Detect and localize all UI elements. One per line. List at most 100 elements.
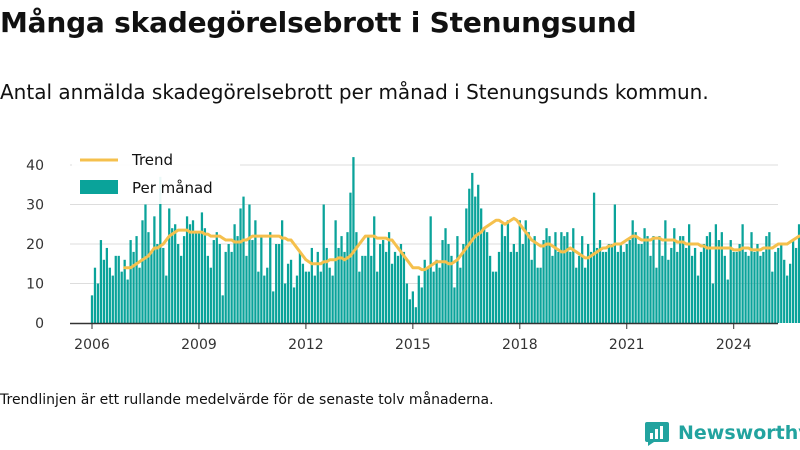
bar <box>762 251 765 323</box>
trend-line <box>123 216 800 272</box>
bar <box>673 228 676 323</box>
bar <box>794 247 798 323</box>
bar <box>117 255 120 323</box>
bar <box>491 271 495 323</box>
bar <box>206 255 209 323</box>
bar <box>655 267 658 323</box>
bar <box>200 212 204 323</box>
bar <box>759 255 762 323</box>
bar <box>640 244 643 323</box>
bar <box>248 204 251 323</box>
bar <box>509 251 513 323</box>
bar <box>735 251 738 323</box>
bar <box>331 275 334 323</box>
bar <box>289 259 293 323</box>
bar <box>138 267 141 323</box>
bar <box>396 255 400 323</box>
bar <box>480 208 483 323</box>
bar <box>595 247 599 323</box>
bar <box>361 255 364 323</box>
bar <box>438 267 441 323</box>
bar <box>616 251 619 323</box>
bar <box>768 232 771 323</box>
bar <box>102 259 106 323</box>
bar <box>450 255 453 323</box>
bar <box>179 255 183 323</box>
bar <box>536 267 539 323</box>
bar <box>108 267 111 323</box>
bar <box>578 255 581 323</box>
bar <box>569 251 572 323</box>
y-axis-ticks: 0 10 20 30 40 <box>26 158 44 332</box>
bar <box>423 259 426 323</box>
bar <box>477 184 480 323</box>
bar <box>679 236 682 323</box>
x-tick-label: 2009 <box>181 337 217 353</box>
chart: 0 10 20 30 40 2006 2009 2012 2015 2018 2021 2024 T… <box>26 148 800 353</box>
bar <box>539 267 542 323</box>
bar <box>364 255 367 323</box>
legend-background <box>72 148 240 204</box>
bar <box>658 236 661 323</box>
bar <box>465 208 468 323</box>
bar <box>292 287 296 323</box>
x-tick-label: 2021 <box>609 337 645 353</box>
bar <box>281 220 284 323</box>
bar <box>367 236 370 323</box>
bar <box>601 251 605 323</box>
bar <box>171 228 174 323</box>
bar <box>494 271 498 323</box>
bar <box>286 263 290 323</box>
legend-trend-label: Trend <box>131 151 173 169</box>
chart-title: Många skadegörelsebrott i Stenungsund <box>0 6 637 39</box>
y-tick-label: 10 <box>26 277 44 293</box>
bar <box>685 247 688 323</box>
bar <box>402 251 406 323</box>
bar <box>111 275 114 323</box>
bar <box>304 271 308 323</box>
bar <box>203 228 207 323</box>
bar <box>426 267 429 323</box>
x-tick-label: 2015 <box>395 337 431 353</box>
bar <box>560 232 563 323</box>
bar <box>488 255 492 323</box>
x-tick-label: 2024 <box>716 337 752 353</box>
bar <box>420 287 423 323</box>
bar <box>310 247 313 323</box>
bar <box>141 220 144 323</box>
bar <box>797 224 800 323</box>
bar <box>459 267 462 323</box>
bar <box>471 172 474 323</box>
bar <box>379 244 382 323</box>
bar <box>328 267 331 323</box>
bar <box>637 244 640 323</box>
bar <box>408 299 412 323</box>
bar <box>468 188 471 323</box>
bar <box>227 244 230 323</box>
bar <box>295 275 299 323</box>
bar <box>667 259 670 323</box>
bar <box>373 216 376 323</box>
bar <box>786 275 789 323</box>
bar <box>572 228 575 323</box>
bar <box>343 251 346 323</box>
bar <box>756 244 759 323</box>
bar <box>174 224 177 323</box>
bar <box>399 244 403 323</box>
bar <box>634 232 637 323</box>
bar <box>126 279 129 323</box>
bar <box>690 255 694 323</box>
bar <box>777 247 780 323</box>
bar <box>744 251 747 323</box>
bar <box>474 196 477 323</box>
bar <box>135 236 138 323</box>
newsworthy-logo: Newsworthy <box>644 420 800 446</box>
bar <box>120 271 123 323</box>
bar <box>307 271 311 323</box>
bar <box>497 251 501 323</box>
bar <box>224 251 227 323</box>
bar <box>150 251 153 323</box>
bar <box>93 267 97 323</box>
bar <box>114 255 117 323</box>
bar <box>411 291 414 323</box>
